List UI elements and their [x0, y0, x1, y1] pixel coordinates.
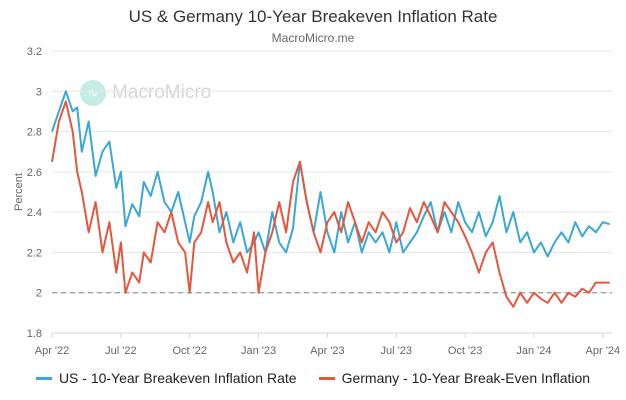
- chart-subtitle: MacroMicro.me: [271, 31, 355, 45]
- x-tick-label: Jan '24: [516, 345, 551, 357]
- watermark: ∿ MacroMicro: [80, 80, 211, 106]
- x-tick-label: Apr '22: [35, 345, 70, 357]
- y-tick-label: 2.2: [27, 247, 42, 259]
- legend-item-us[interactable]: US - 10-Year Breakeven Inflation Rate: [35, 370, 297, 386]
- y-tick-label: 3.2: [27, 46, 42, 58]
- x-tick-label: Jul '23: [381, 345, 412, 357]
- y-tick-label: 2.6: [27, 167, 42, 179]
- series-line-us: [51, 90, 610, 258]
- y-tick-label: 2.8: [27, 127, 42, 139]
- legend-label-germany: Germany - 10-Year Break-Even Inflation: [341, 370, 591, 386]
- x-tick-label: Oct '23: [448, 345, 483, 357]
- y-tick-label: 2: [36, 288, 42, 300]
- x-tick-label: Apr '24: [586, 345, 621, 357]
- x-tick-label: Jan '23: [241, 345, 276, 357]
- x-tick-label: Apr '23: [310, 345, 345, 357]
- x-tick-label: Oct '22: [172, 345, 207, 357]
- legend-swatch-us: [35, 376, 52, 380]
- chart-title: US & Germany 10-Year Breakeven Inflation…: [128, 7, 498, 26]
- watermark-text: MacroMicro: [112, 82, 212, 103]
- legend-label-us: US - 10-Year Breakeven Inflation Rate: [58, 370, 297, 386]
- y-tick-label: 3: [36, 86, 42, 98]
- x-tick-label: Jul '22: [105, 345, 136, 357]
- y-tick-label: 2.4: [27, 207, 42, 219]
- y-axis-label: Percent: [13, 173, 25, 211]
- legend-swatch-germany: [318, 376, 335, 380]
- y-tick-label: 1.8: [27, 328, 42, 340]
- series-line-germany: [51, 100, 610, 308]
- line-chart: 1.8 2 2.2 2.4 2.6 2.8 3 3.2 Percent Apr '22 Jul '2…: [13, 46, 621, 357]
- legend: US - 10-Year Breakeven Inflation Rate Ge…: [0, 370, 626, 386]
- legend-item-germany[interactable]: Germany - 10-Year Break-Even Inflation: [318, 370, 591, 386]
- macromicro-logo-icon: ∿: [80, 80, 106, 106]
